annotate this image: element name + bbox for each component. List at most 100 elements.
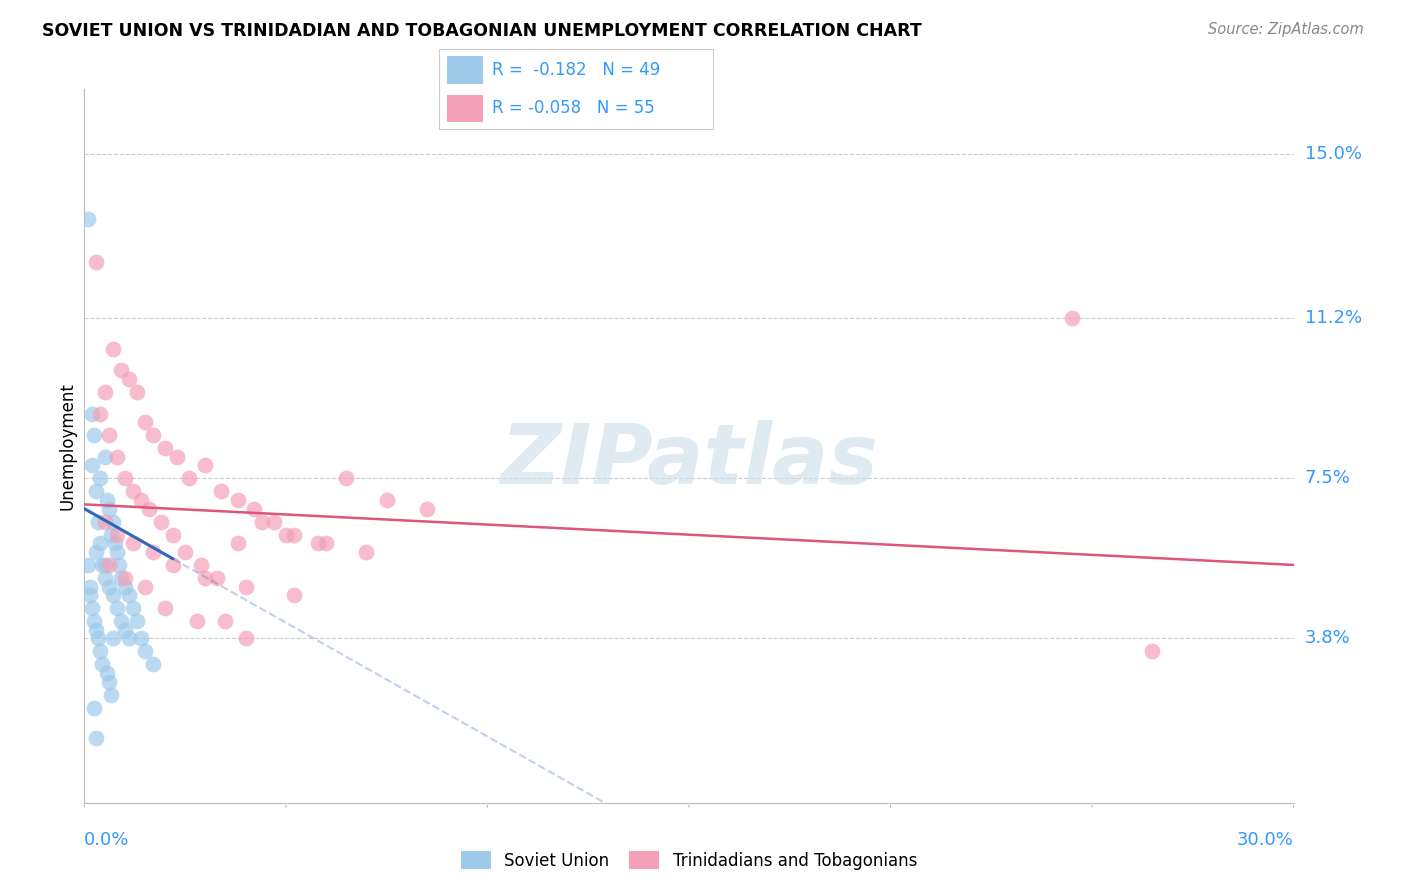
Point	[77, 211, 100, 226]
Point	[226, 493, 249, 508]
Text: 3.8%: 3.8%	[1305, 630, 1350, 648]
Point	[86, 484, 108, 499]
Point	[97, 501, 120, 516]
Point	[114, 471, 136, 485]
Point	[86, 545, 108, 559]
Point	[107, 558, 129, 572]
Point	[1142, 644, 1164, 658]
Point	[134, 644, 156, 658]
Point	[186, 614, 208, 628]
Point	[125, 384, 148, 399]
Point	[105, 527, 128, 541]
Point	[93, 384, 115, 399]
Point	[97, 674, 120, 689]
Point	[86, 623, 108, 637]
Point	[100, 688, 122, 702]
Point	[91, 558, 114, 572]
Point	[307, 536, 329, 550]
Point	[79, 580, 101, 594]
Point	[101, 515, 124, 529]
Point	[207, 571, 229, 585]
Point	[101, 632, 124, 646]
Point	[110, 571, 132, 585]
Text: R = -0.058   N = 55: R = -0.058 N = 55	[492, 100, 655, 118]
Point	[142, 657, 165, 672]
Point	[105, 545, 128, 559]
Text: 11.2%: 11.2%	[1305, 310, 1362, 327]
Point	[375, 493, 398, 508]
Text: R =  -0.182   N = 49: R = -0.182 N = 49	[492, 61, 661, 78]
Point	[93, 515, 115, 529]
Point	[129, 632, 152, 646]
Text: 15.0%: 15.0%	[1305, 145, 1361, 163]
Point	[77, 558, 100, 572]
Point	[335, 471, 357, 485]
Point	[226, 536, 249, 550]
Point	[235, 580, 257, 594]
Point	[96, 493, 118, 508]
Point	[134, 415, 156, 429]
Point	[138, 501, 160, 516]
Point	[89, 407, 111, 421]
Point	[283, 527, 305, 541]
Point	[82, 407, 104, 421]
Point	[118, 632, 141, 646]
Point	[235, 632, 257, 646]
Point	[179, 471, 201, 485]
Point	[79, 588, 101, 602]
Point	[166, 450, 188, 464]
Text: ZIPatlas: ZIPatlas	[501, 420, 877, 500]
Point	[96, 666, 118, 681]
Point	[89, 644, 111, 658]
Point	[274, 527, 297, 541]
Point	[118, 588, 141, 602]
Point	[209, 484, 232, 499]
Text: 30.0%: 30.0%	[1237, 830, 1294, 848]
Point	[134, 580, 156, 594]
Point	[214, 614, 236, 628]
Point	[174, 545, 197, 559]
Point	[91, 657, 114, 672]
Point	[110, 363, 132, 377]
Point	[101, 342, 124, 356]
Point	[97, 580, 120, 594]
Point	[114, 580, 136, 594]
Point	[121, 536, 143, 550]
Point	[114, 571, 136, 585]
Point	[118, 372, 141, 386]
Bar	[447, 56, 482, 84]
Point	[87, 632, 110, 646]
Point	[142, 545, 165, 559]
Point	[97, 428, 120, 442]
Point	[97, 558, 120, 572]
Text: Source: ZipAtlas.com: Source: ZipAtlas.com	[1208, 22, 1364, 37]
Point	[142, 428, 165, 442]
Point	[83, 700, 105, 714]
Point	[104, 536, 127, 550]
Point	[83, 428, 105, 442]
Point	[250, 515, 273, 529]
Text: SOVIET UNION VS TRINIDADIAN AND TOBAGONIAN UNEMPLOYMENT CORRELATION CHART: SOVIET UNION VS TRINIDADIAN AND TOBAGONI…	[42, 22, 922, 40]
Point	[101, 588, 124, 602]
Point	[93, 558, 115, 572]
Point	[87, 515, 110, 529]
Point	[283, 588, 305, 602]
Y-axis label: Unemployment: Unemployment	[58, 382, 76, 510]
Point	[105, 601, 128, 615]
Point	[83, 614, 105, 628]
Point	[82, 601, 104, 615]
Point	[82, 458, 104, 473]
Point	[125, 614, 148, 628]
Point	[194, 571, 217, 585]
Point	[105, 450, 128, 464]
Text: 7.5%: 7.5%	[1305, 469, 1351, 487]
Point	[89, 471, 111, 485]
Point	[315, 536, 337, 550]
Point	[93, 450, 115, 464]
Point	[190, 558, 212, 572]
Point	[242, 501, 264, 516]
Point	[153, 601, 176, 615]
Point	[86, 255, 108, 269]
Point	[93, 571, 115, 585]
Point	[86, 731, 108, 745]
